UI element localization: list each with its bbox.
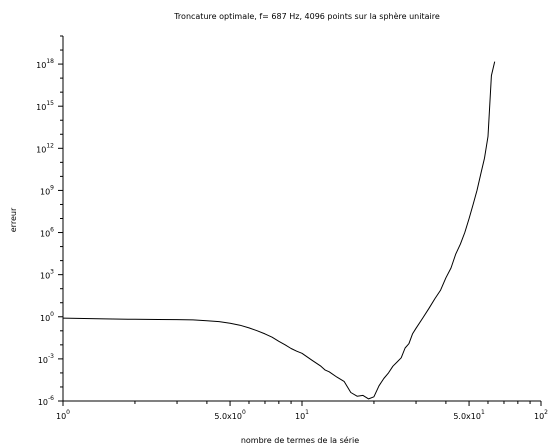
y-tick-label: 106	[40, 227, 54, 239]
x-tick-label: 5.0x100	[214, 409, 246, 421]
y-tick-label: 10-3	[38, 353, 54, 365]
y-tick-label: 10-6	[38, 395, 54, 407]
y-tick-label: 1015	[36, 100, 54, 112]
ticks: 10-6 10-3 100 103 106 109 1012 1015 1018 100 5.0x1…	[36, 35, 548, 421]
y-tick-label: 1018	[36, 58, 54, 70]
series	[62, 61, 496, 400]
chart-title: Troncature optimale, f= 687 Hz, 4096 poi…	[173, 11, 440, 21]
x-tick-label: 100	[56, 409, 70, 421]
x-tick-label: 101	[295, 409, 309, 421]
y-tick-label: 1012	[36, 142, 54, 154]
y-tick-label: 109	[40, 184, 54, 196]
x-tick-label: 5.0x101	[453, 409, 485, 421]
x-axis-label: nombre de termes de la série	[241, 435, 359, 445]
y-tick-label: 100	[40, 311, 54, 323]
y-axis-label: erreur	[9, 207, 18, 232]
y-tick-label: 103	[40, 269, 54, 281]
series-line	[62, 61, 496, 400]
x-tick-label: 102	[534, 409, 548, 421]
